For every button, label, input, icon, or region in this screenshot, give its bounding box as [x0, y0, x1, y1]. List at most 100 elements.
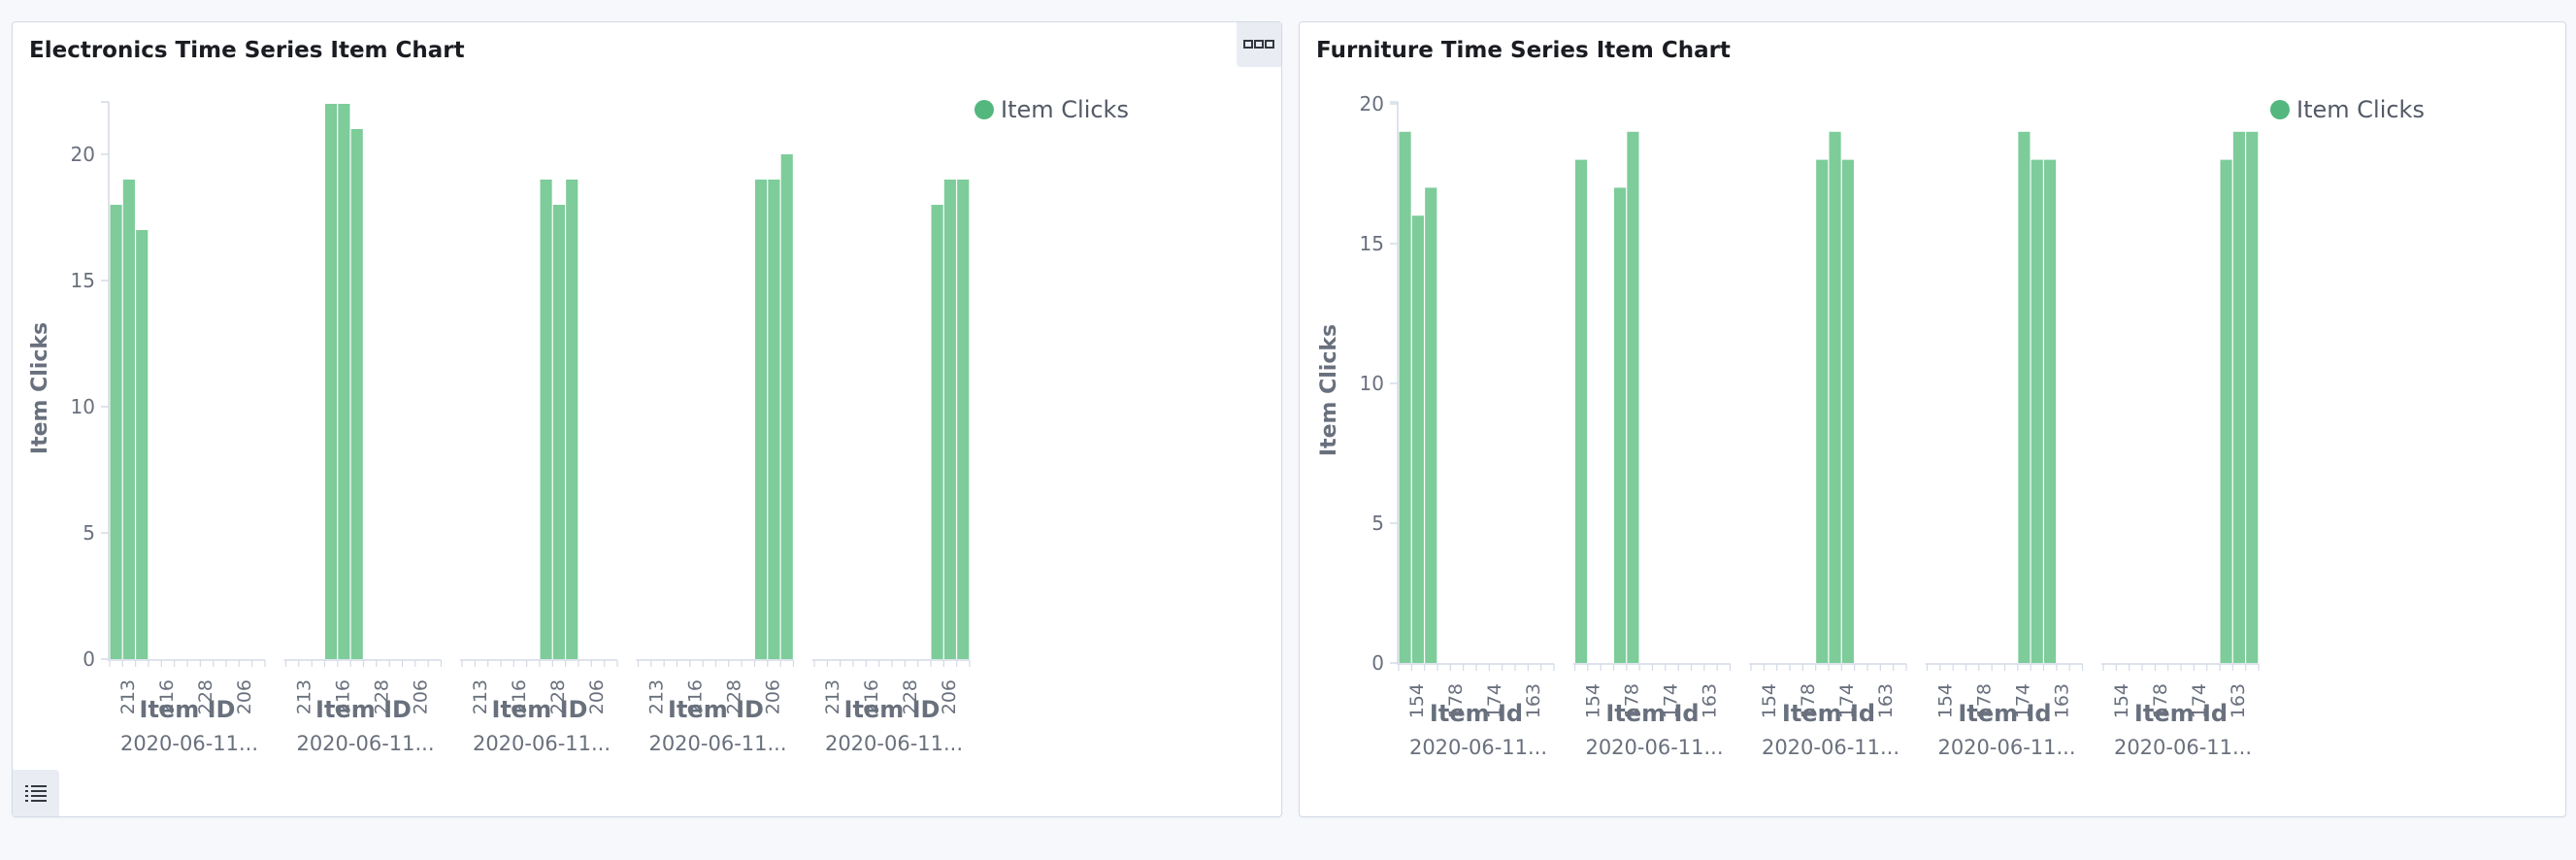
x-tick-label: 213: [294, 679, 315, 714]
bar: [1614, 187, 1627, 663]
x-tick-label: 213: [117, 679, 139, 714]
x-tick-label: 228: [195, 679, 216, 714]
y-tick-label: 15: [71, 269, 95, 292]
x-tick-label: 154: [2111, 683, 2132, 718]
x-tick-label: 174: [1661, 683, 1682, 718]
x-axis-title: Item Id: [1430, 700, 1523, 727]
electronics-bar-chart: 0 5 10 15 20 Item Clicks Item Clicks 213 216 228 2…: [28, 96, 1129, 755]
y-tick-label: 0: [1371, 651, 1384, 675]
y-tick-label: 5: [1371, 512, 1384, 535]
bar: [957, 180, 970, 659]
x-tick-label: 178: [2150, 683, 2171, 718]
x-tick-label: 163: [2228, 683, 2249, 718]
x-tick-label: 213: [822, 679, 843, 714]
bar: [755, 180, 768, 659]
bar: [1399, 131, 1411, 664]
x-tick-label: 154: [1583, 683, 1604, 718]
bar: [2018, 131, 2031, 664]
group-label: 2020-06-11...: [1585, 736, 1723, 759]
x-tick-label: 174: [1484, 683, 1505, 718]
y-tick-label: 10: [71, 395, 95, 418]
x-tick-label: 216: [509, 679, 530, 714]
x-tick-label: 213: [646, 679, 668, 714]
bar: [136, 230, 149, 659]
x-tick-label: 174: [1836, 683, 1858, 718]
furniture-bar-chart: 0 5 10 15 20 Item Clicks Item Clicks 154 178 174 1…: [1317, 92, 2425, 759]
x-axis-title: Item Id: [1605, 700, 1699, 727]
x-tick-label: 228: [900, 679, 921, 714]
group-label: 2020-06-11...: [296, 732, 434, 755]
x-tick-label: 163: [1523, 683, 1544, 718]
panel-title: Furniture Time Series Item Chart: [1316, 38, 1731, 63]
x-tick-label: 206: [586, 679, 608, 714]
x-tick-label: 206: [763, 679, 784, 714]
group-label: 2020-06-11...: [120, 732, 258, 755]
group-label: 2020-06-11...: [648, 732, 786, 755]
x-tick-label: 213: [470, 679, 491, 714]
furniture-chart-panel: Furniture Time Series Item Chart 0 5 10 15 2…: [1299, 21, 2566, 817]
bar: [2220, 159, 2232, 664]
x-tick-label: 216: [861, 679, 882, 714]
bar: [350, 129, 363, 659]
bar: [1841, 159, 1854, 664]
bar: [2232, 131, 2245, 664]
bar: [780, 154, 793, 659]
x-tick-label: 163: [2052, 683, 2073, 718]
x-axis-title: Item ID: [668, 696, 764, 723]
options-menu-icon[interactable]: [1237, 22, 1281, 67]
x-tick-label: 228: [724, 679, 745, 714]
group-label: 2020-06-11...: [1762, 736, 1899, 759]
bar: [1575, 159, 1588, 664]
x-tick-label: 174: [2013, 683, 2034, 718]
x-tick-label: 216: [333, 679, 354, 714]
group-label: 2020-06-11...: [473, 732, 611, 755]
bar: [338, 104, 350, 659]
x-tick-label: 206: [234, 679, 255, 714]
x-axis-title: Item Id: [1782, 700, 1875, 727]
x-tick-label: 178: [1974, 683, 1996, 718]
group-label: 2020-06-11...: [1409, 736, 1547, 759]
y-tick-label: 10: [1360, 372, 1384, 395]
legend-list-icon[interactable]: [13, 770, 59, 816]
bar: [1411, 215, 1424, 663]
x-tick-label: 163: [1700, 683, 1721, 718]
bar: [110, 205, 122, 659]
y-tick-label: 15: [1360, 232, 1384, 255]
y-tick-label: 20: [1360, 92, 1384, 116]
y-axis-title: Item Clicks: [28, 322, 52, 454]
panel-title: Electronics Time Series Item Chart: [29, 38, 465, 63]
x-tick-label: 216: [685, 679, 707, 714]
bar: [2031, 159, 2043, 664]
bar: [540, 180, 552, 659]
electronics-chart-panel: Electronics Time Series Item Chart 0 5 10 1…: [12, 21, 1282, 817]
bar: [122, 180, 135, 659]
bar: [1816, 159, 1829, 664]
x-tick-label: 228: [547, 679, 569, 714]
x-tick-label: 178: [1798, 683, 1819, 718]
x-axis-title: Item Id: [2134, 700, 2228, 727]
bar: [931, 205, 943, 659]
x-tick-label: 178: [1622, 683, 1643, 718]
x-axis-title: Item ID: [492, 696, 588, 723]
bar: [768, 180, 780, 659]
bar: [2044, 159, 2057, 664]
x-axis-title: Item ID: [140, 696, 236, 723]
group-label: 2020-06-11...: [2114, 736, 2252, 759]
bar: [325, 104, 338, 659]
bar: [943, 180, 956, 659]
y-tick-label: 0: [83, 647, 95, 671]
legend-label: Item Clicks: [2296, 96, 2425, 123]
x-tick-label: 206: [411, 679, 432, 714]
x-axis-title: Item Id: [1958, 700, 2051, 727]
x-tick-label: 206: [939, 679, 960, 714]
x-tick-label: 228: [372, 679, 393, 714]
x-tick-label: 163: [1875, 683, 1897, 718]
group-label: 2020-06-11...: [1937, 736, 2075, 759]
x-tick-label: 216: [156, 679, 178, 714]
bar: [1425, 187, 1437, 663]
y-tick-label: 5: [83, 521, 95, 545]
bar: [1627, 131, 1639, 664]
x-tick-label: 154: [1935, 683, 1957, 718]
y-axis-title: Item Clicks: [1317, 324, 1341, 456]
bar: [2246, 131, 2259, 664]
